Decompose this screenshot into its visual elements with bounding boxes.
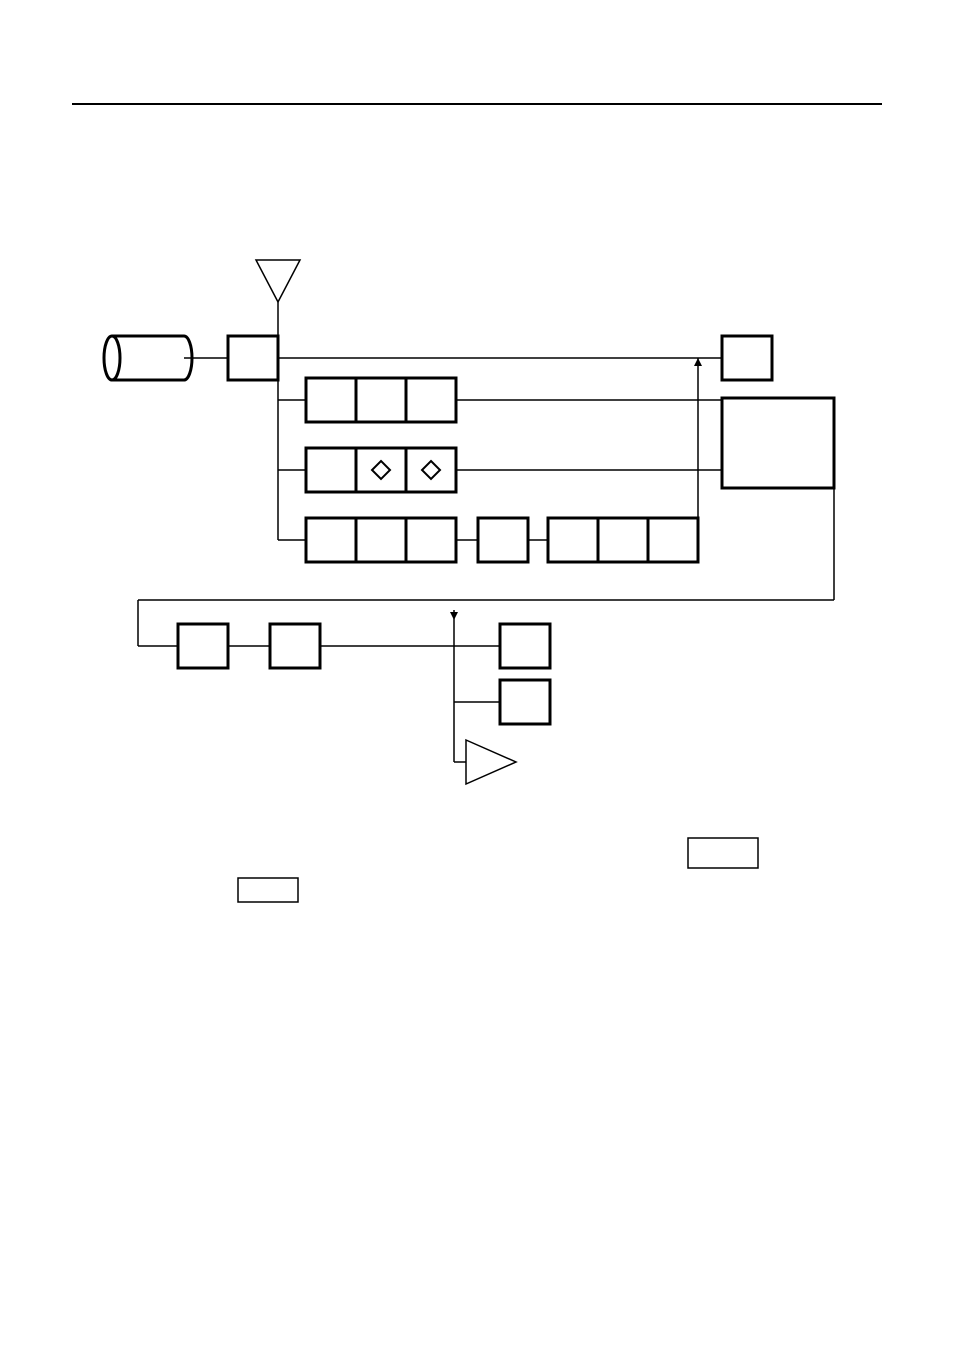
diagram-page <box>0 0 954 1348</box>
diagram-svg <box>0 0 954 1348</box>
